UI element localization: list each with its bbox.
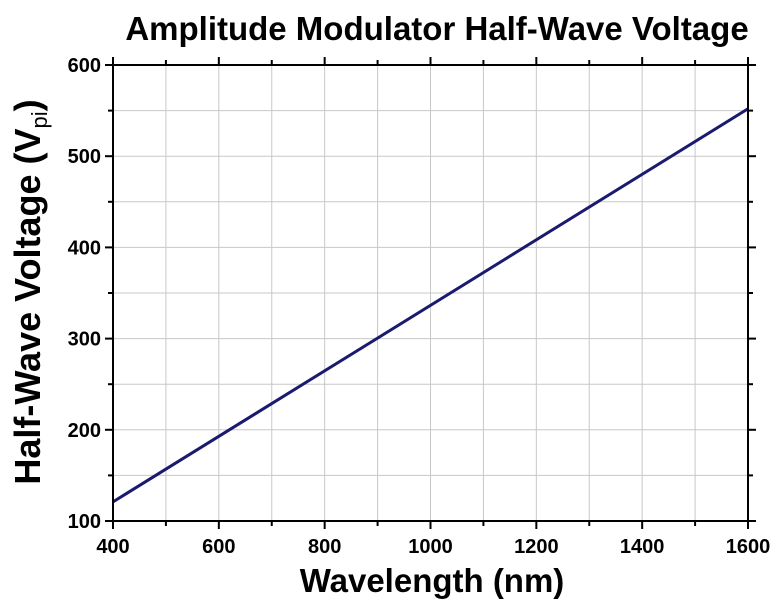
x-axis-label: Wavelength (nm): [300, 562, 565, 599]
x-tick-label: 1600: [726, 536, 771, 558]
y-tick-label: 600: [68, 55, 101, 77]
y-tick-label: 300: [68, 329, 101, 351]
y-axis-label-subscript: pi: [27, 111, 52, 128]
plot-frame: [112, 64, 749, 522]
y-tick-label: 500: [68, 146, 101, 168]
chart-title: Amplitude Modulator Half-Wave Voltage: [125, 10, 748, 47]
y-axis-label-close: ): [7, 99, 48, 111]
x-tick-label: 1000: [408, 536, 453, 558]
y-tick-label: 400: [68, 237, 101, 259]
tick-labels-group: 400 600 800 1000 1200 1400 1600 100 200 300 400 500…: [68, 55, 771, 558]
series-group: [112, 107, 749, 504]
x-tick-label: 1200: [514, 536, 559, 558]
grid: [113, 65, 748, 521]
x-tick-label: 400: [96, 536, 129, 558]
y-axis-label: Half-Wave Voltage (Vpi): [7, 99, 52, 484]
x-tick-label: 600: [202, 536, 235, 558]
x-tick-label: 1400: [620, 536, 665, 558]
y-tick-label: 100: [68, 511, 101, 533]
x-tick-label: 800: [308, 536, 341, 558]
y-tick-label: 200: [68, 420, 101, 442]
y-axis-label-main: Half-Wave Voltage (V: [7, 129, 48, 485]
ticks-group: [105, 57, 756, 529]
series-line: [112, 107, 749, 504]
